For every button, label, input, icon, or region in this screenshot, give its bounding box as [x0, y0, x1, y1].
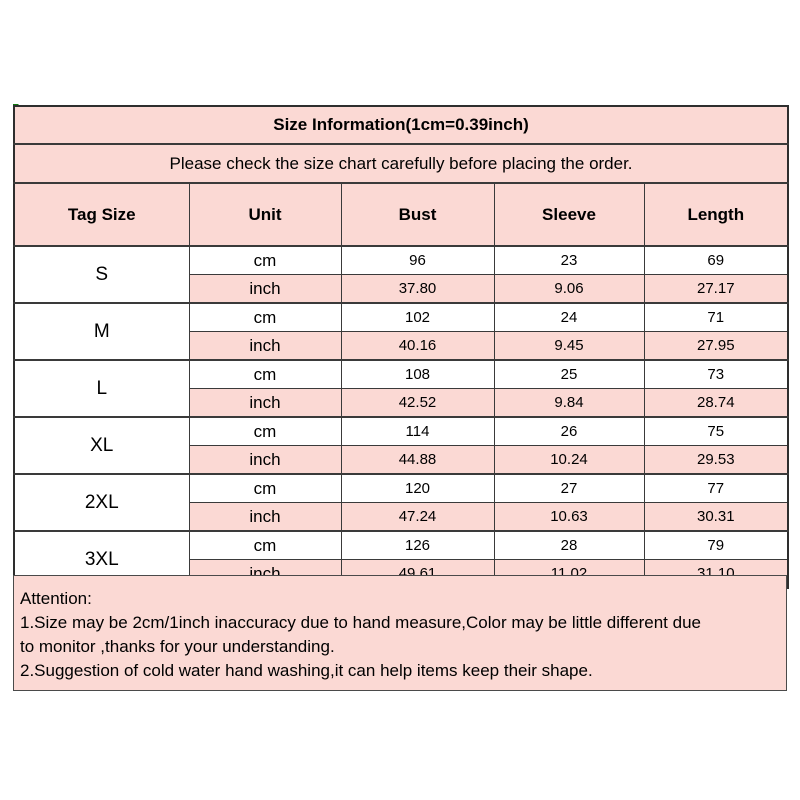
attention-line-1: 1.Size may be 2cm/1inch inaccuracy due t…	[20, 613, 701, 632]
sleeve-cell: 24	[493, 302, 645, 332]
table-row: S cm 96 23 69	[13, 245, 789, 304]
table-subtitle-row: Please check the size chart carefully be…	[13, 143, 789, 184]
unit-cell: cm	[188, 473, 342, 503]
bust-cell: 114	[340, 416, 495, 446]
table-row: 3XL cm 126 28 79	[13, 530, 789, 589]
table-row: inch 44.88 10.24 29.53	[14, 445, 789, 475]
table-row: XL cm 114 26 75	[13, 416, 789, 475]
bust-cell: 40.16	[340, 331, 495, 361]
bust-cell: 37.80	[340, 274, 495, 304]
column-header-bust: Bust	[340, 182, 495, 247]
bust-cell: 108	[340, 359, 495, 389]
table-row: inch 37.80 9.06 27.17	[14, 274, 789, 304]
unit-cell: cm	[188, 416, 342, 446]
unit-cell: cm	[188, 245, 342, 275]
table-title-row: Size Information(1cm=0.39inch)	[13, 105, 789, 145]
table-subtitle: Please check the size chart carefully be…	[13, 143, 789, 184]
length-cell: 29.53	[643, 445, 789, 475]
sleeve-cell: 9.45	[493, 331, 645, 361]
table-header-row: Tag Size Unit Bust Sleeve Length	[13, 182, 789, 247]
table-row: inch 47.24 10.63 30.31	[14, 502, 789, 532]
length-cell: 27.17	[643, 274, 789, 304]
attention-line-3: 2.Suggestion of cold water hand washing,…	[20, 661, 593, 680]
unit-cell: inch	[188, 502, 342, 532]
unit-cell: cm	[188, 530, 342, 560]
tag-size-cell: 2XL	[13, 473, 190, 532]
sleeve-cell: 26	[493, 416, 645, 446]
tag-size-cell: L	[13, 359, 190, 418]
sleeve-cell: 27	[493, 473, 645, 503]
length-cell: 71	[643, 302, 789, 332]
attention-note: Attention: 1.Size may be 2cm/1inch inacc…	[13, 575, 787, 691]
length-cell: 75	[643, 416, 789, 446]
bust-cell: 96	[340, 245, 495, 275]
tag-size-cell: XL	[13, 416, 190, 475]
bust-cell: 42.52	[340, 388, 495, 418]
length-cell: 30.31	[643, 502, 789, 532]
unit-cell: inch	[188, 274, 342, 304]
sleeve-cell: 28	[493, 530, 645, 560]
sleeve-cell: 10.63	[493, 502, 645, 532]
unit-cell: cm	[188, 359, 342, 389]
unit-cell: inch	[188, 388, 342, 418]
table-row: inch 40.16 9.45 27.95	[14, 331, 789, 361]
tag-size-cell: M	[13, 302, 190, 361]
bust-cell: 44.88	[340, 445, 495, 475]
bust-cell: 102	[340, 302, 495, 332]
unit-cell: inch	[188, 331, 342, 361]
unit-cell: cm	[188, 302, 342, 332]
table-title: Size Information(1cm=0.39inch)	[13, 105, 789, 145]
size-table: Size Information(1cm=0.39inch) Please ch…	[13, 105, 790, 589]
table-row: L cm 108 25 73	[13, 359, 789, 418]
sleeve-cell: 23	[493, 245, 645, 275]
length-cell: 69	[643, 245, 789, 275]
bust-cell: 120	[340, 473, 495, 503]
column-header-tag-size: Tag Size	[13, 182, 190, 247]
length-cell: 27.95	[643, 331, 789, 361]
bust-cell: 47.24	[340, 502, 495, 532]
sleeve-cell: 9.84	[493, 388, 645, 418]
attention-title: Attention:	[20, 589, 92, 608]
table-row: 2XL cm 120 27 77	[13, 473, 789, 532]
sleeve-cell: 9.06	[493, 274, 645, 304]
unit-cell: inch	[188, 445, 342, 475]
length-cell: 28.74	[643, 388, 789, 418]
sleeve-cell: 10.24	[493, 445, 645, 475]
column-header-sleeve: Sleeve	[493, 182, 645, 247]
attention-line-2: to monitor ,thanks for your understandin…	[20, 637, 335, 656]
sleeve-cell: 25	[493, 359, 645, 389]
length-cell: 77	[643, 473, 789, 503]
column-header-length: Length	[643, 182, 789, 247]
length-cell: 79	[643, 530, 789, 560]
table-row: M cm 102 24 71	[13, 302, 789, 361]
bust-cell: 126	[340, 530, 495, 560]
length-cell: 73	[643, 359, 789, 389]
tag-size-cell: S	[13, 245, 190, 304]
column-header-unit: Unit	[188, 182, 342, 247]
